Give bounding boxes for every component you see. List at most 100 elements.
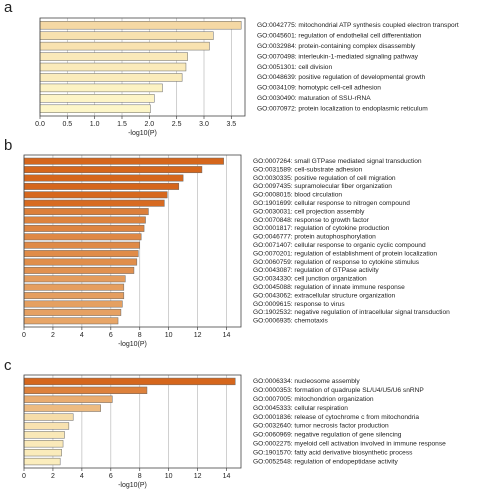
category-label: GO:0030031: cell projection assembly bbox=[253, 208, 365, 215]
bar bbox=[23, 174, 184, 182]
bar bbox=[23, 431, 65, 439]
bar bbox=[39, 21, 242, 30]
x-tick-label: 1.0 bbox=[90, 121, 100, 128]
x-tick-label: 14 bbox=[223, 473, 231, 480]
category-label: GO:0042775: mitochondrial ATP synthesis … bbox=[257, 22, 459, 29]
x-tick-label: 0.0 bbox=[35, 121, 45, 128]
category-label: GO:0031589: cell-substrate adhesion bbox=[253, 166, 363, 173]
bar bbox=[23, 395, 113, 403]
x-tick-label: 1.5 bbox=[117, 121, 127, 128]
x-tick-label: 0 bbox=[22, 332, 26, 339]
category-label: GO:0002275: myeloid cell activation invo… bbox=[253, 441, 446, 448]
x-tick-label: 0.5 bbox=[62, 121, 72, 128]
x-tick-label: 10 bbox=[165, 473, 173, 480]
category-label: GO:0006334: nucleosome assembly bbox=[253, 378, 360, 385]
bar bbox=[23, 157, 224, 165]
category-label: GO:0060759: regulation of response to cy… bbox=[253, 259, 420, 266]
category-label: GO:1902532: negative regulation of intra… bbox=[253, 309, 450, 316]
category-label: GO:0051301: cell division bbox=[257, 64, 332, 71]
category-label: GO:0070972: protein localization to endo… bbox=[257, 106, 428, 113]
category-label: GO:1901699: cellular response to nitroge… bbox=[253, 200, 410, 207]
bar bbox=[23, 440, 64, 448]
bar bbox=[39, 94, 155, 103]
category-label: GO:0043087: regulation of GTPase activit… bbox=[253, 267, 379, 274]
bar bbox=[23, 300, 123, 308]
category-label: GO:0008015: blood circulation bbox=[253, 192, 342, 199]
category-label: GO:0070848: response to growth factor bbox=[253, 217, 370, 224]
category-label: GO:0070201: regulation of establishment … bbox=[253, 250, 437, 257]
bar bbox=[23, 258, 138, 266]
category-label: GO:0001836: release of cytochrome c from… bbox=[253, 414, 419, 421]
x-tick-label: 12 bbox=[194, 473, 202, 480]
category-label: GO:0043062: extracellular structure orga… bbox=[253, 292, 396, 299]
bar bbox=[39, 73, 183, 82]
bar bbox=[23, 317, 119, 325]
category-label: GO:0032640: tumor necrosis factor produc… bbox=[253, 423, 389, 430]
x-tick-label: 4 bbox=[80, 473, 84, 480]
bar bbox=[23, 308, 122, 316]
bar bbox=[23, 292, 125, 300]
category-label: GO:0000353: formation of quadruple SL/U4… bbox=[253, 387, 424, 394]
x-tick-label: 3.0 bbox=[199, 121, 209, 128]
bar bbox=[23, 241, 140, 249]
x-tick-label: 2 bbox=[51, 332, 55, 339]
category-label: GO:0001817: regulation of cytokine produ… bbox=[253, 225, 390, 232]
category-label: GO:0007264: small GTPase mediated signal… bbox=[253, 158, 422, 165]
bar bbox=[23, 386, 148, 394]
x-tick-label: 2.0 bbox=[144, 121, 154, 128]
bar bbox=[23, 182, 180, 190]
bar bbox=[39, 104, 151, 113]
x-axis-title: -log10(P) bbox=[118, 341, 147, 348]
bar bbox=[23, 449, 62, 457]
category-label: GO:0030335: positive regulation of cell … bbox=[253, 175, 396, 182]
bar bbox=[39, 62, 187, 72]
x-tick-label: 12 bbox=[194, 332, 202, 339]
x-tick-label: 0 bbox=[22, 473, 26, 480]
bar bbox=[39, 31, 214, 40]
category-label: GO:0060969: negative regulation of gene … bbox=[253, 432, 402, 439]
category-label: GO:0097435: supramolecular fiber organiz… bbox=[253, 183, 392, 190]
x-tick-label: 6 bbox=[109, 473, 113, 480]
bar bbox=[23, 283, 125, 291]
bar bbox=[23, 166, 203, 174]
category-label: GO:0052548: regulation of endopeptidase … bbox=[253, 458, 398, 465]
x-tick-label: 10 bbox=[165, 332, 173, 339]
category-label: GO:0030490: maturation of SSU-rRNA bbox=[257, 95, 371, 102]
category-label: GO:0006935: chemotaxis bbox=[253, 318, 328, 325]
category-label: GO:0034330: cell junction organization bbox=[253, 276, 367, 283]
bar bbox=[23, 208, 149, 216]
bar bbox=[39, 83, 163, 93]
x-axis-title: -log10(P) bbox=[128, 130, 157, 137]
bar bbox=[23, 233, 142, 241]
panel-label: c bbox=[4, 357, 12, 374]
x-tick-label: 8 bbox=[138, 332, 142, 339]
x-tick-label: 6 bbox=[109, 332, 113, 339]
panel-label: b bbox=[4, 137, 12, 154]
category-label: GO:0046777: protein autophosphorylation bbox=[253, 234, 376, 241]
panel-label: a bbox=[4, 0, 13, 16]
bar bbox=[23, 199, 165, 207]
x-tick-label: 3.5 bbox=[226, 121, 236, 128]
category-label: GO:0032984: protein-containing complex d… bbox=[257, 43, 416, 50]
bar bbox=[23, 224, 145, 232]
x-tick-label: 2 bbox=[51, 473, 55, 480]
bar bbox=[39, 52, 188, 61]
category-label: GO:0034109: homotypic cell-cell adhesion bbox=[257, 85, 381, 92]
bar bbox=[23, 191, 168, 199]
category-label: GO:1901570: fatty acid derivative biosyn… bbox=[253, 449, 413, 456]
bar bbox=[23, 266, 135, 274]
bar bbox=[23, 275, 126, 283]
bar bbox=[23, 377, 236, 386]
category-label: GO:0009615: response to virus bbox=[253, 301, 345, 308]
x-tick-label: 8 bbox=[138, 473, 142, 480]
bar bbox=[23, 404, 101, 412]
x-axis-title: -log10(P) bbox=[118, 482, 147, 489]
bar bbox=[23, 216, 146, 224]
category-label: GO:0045333: cellular respiration bbox=[253, 405, 348, 412]
bar bbox=[23, 457, 61, 466]
category-label: GO:0071407: cellular response to organic… bbox=[253, 242, 426, 249]
x-tick-label: 14 bbox=[223, 332, 231, 339]
category-label: GO:0045088: regulation of innate immune … bbox=[253, 284, 405, 291]
bar bbox=[23, 422, 70, 430]
